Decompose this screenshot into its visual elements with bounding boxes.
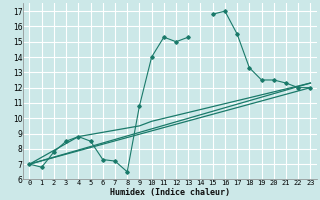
X-axis label: Humidex (Indice chaleur): Humidex (Indice chaleur) [110, 188, 230, 197]
